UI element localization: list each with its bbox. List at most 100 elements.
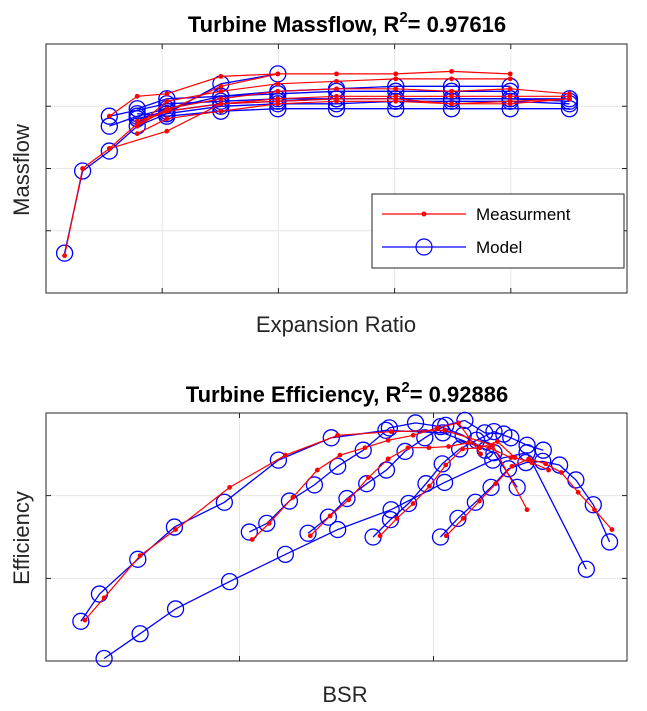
efficiency-model-point-10-2 xyxy=(166,600,185,618)
efficiency-model-point-8-4 xyxy=(433,455,451,473)
efficiency-model-point-8-2 xyxy=(399,494,418,513)
efficiency-measurement-point-3-9 xyxy=(529,460,535,465)
efficiency-measurement-point-4-3 xyxy=(493,481,499,487)
massflow-measurement-point-0-0 xyxy=(62,253,67,259)
efficiency-series xyxy=(72,411,619,668)
efficiency-measurement-point-0-6 xyxy=(335,432,341,438)
efficiency-measurement-point-1-3 xyxy=(314,467,320,473)
efficiency-measurement-point-3-4 xyxy=(443,462,449,468)
massflow-measurement-point-4-0 xyxy=(134,118,140,124)
efficiency-measurement-point-3-7 xyxy=(495,439,500,444)
massflow-measurement-point-3-7 xyxy=(507,86,513,92)
efficiency-measurement-point-2-6 xyxy=(426,445,432,451)
massflow-measurement-point-3-5 xyxy=(393,86,399,92)
efficiency-model-point-6-3 xyxy=(305,476,324,494)
massflow-measurement-point-6-5 xyxy=(393,98,399,104)
massflow-measurement-point-3-0 xyxy=(134,123,140,129)
efficiency-measurement-point-1-9 xyxy=(456,420,461,426)
efficiency-measurement-point-4-8 xyxy=(575,489,581,495)
massflow-measurement-point-2-5 xyxy=(393,76,399,82)
efficiency-axes-frame xyxy=(45,412,628,662)
efficiency-measurement-point-2-5 xyxy=(405,445,411,451)
massflow-measurement-point-2-3 xyxy=(275,81,281,87)
efficiency-model-point-5-5 xyxy=(269,451,288,469)
efficiency-model-point-9-3 xyxy=(482,478,500,497)
massflow-measurement-point-6-3 xyxy=(275,101,281,107)
efficiency-xlabel: BSR xyxy=(322,682,367,707)
efficiency-measurement-point-2-2 xyxy=(346,497,352,503)
efficiency-grid xyxy=(46,413,627,661)
massflow-chart: Turbine Massflow, R2= 0.97616 Expansion … xyxy=(9,9,628,337)
massflow-model-line-13 xyxy=(137,108,570,117)
legend-measurment-marker xyxy=(421,211,427,217)
efficiency-model-point-7-3 xyxy=(358,475,376,493)
efficiency-model-point-7-8 xyxy=(456,411,474,430)
legend-measurment-label: Measurment xyxy=(476,205,571,224)
efficiency-model-point-9-2 xyxy=(466,493,485,511)
efficiency-model-point-10-3 xyxy=(220,572,239,591)
efficiency-model-point-5-3 xyxy=(165,518,184,536)
efficiency-model-point-6-2 xyxy=(280,492,299,510)
efficiency-ylabel: Efficiency xyxy=(9,491,34,585)
massflow-title-main: Turbine Massflow, R xyxy=(188,12,400,37)
efficiency-model-point-9-6 xyxy=(534,452,552,471)
massflow-measurement-point-2-1 xyxy=(164,98,170,104)
massflow-title-tail: = 0.97616 xyxy=(408,12,506,37)
massflow-model-point-13-6 xyxy=(442,100,461,118)
efficiency-measurement-point-0-3 xyxy=(173,527,178,532)
massflow-measurement-point-5-2 xyxy=(218,101,224,107)
massflow-measurement-point-1-1 xyxy=(134,93,140,99)
massflow-measurement-point-2-7 xyxy=(507,76,513,82)
massflow-measurement-point-1-8 xyxy=(507,71,513,77)
efficiency-model-point-6-4 xyxy=(329,457,347,475)
efficiency-measurement-point-1-2 xyxy=(290,494,296,500)
efficiency-measurement-point-3-3 xyxy=(427,483,432,489)
efficiency-model-point-5-2 xyxy=(129,550,147,568)
massflow-ylabel: Massflow xyxy=(9,124,34,216)
massflow-xlabel: Expansion Ratio xyxy=(256,312,416,337)
efficiency-measurement-point-2-0 xyxy=(307,533,313,539)
massflow-measurement-point-4-1 xyxy=(164,108,170,114)
efficiency-measurement-point-0-1 xyxy=(101,595,107,601)
efficiency-measurement-point-2-3 xyxy=(366,475,371,480)
efficiency-measurement-point-4-6 xyxy=(543,461,549,467)
efficiency-model-point-10-4 xyxy=(276,545,295,564)
efficiency-measurement-point-0-2 xyxy=(137,553,143,558)
efficiency-measurement-point-3-6 xyxy=(477,445,483,451)
massflow-model-point-7-2 xyxy=(100,142,118,160)
efficiency-measurement-point-0-8 xyxy=(442,427,447,433)
massflow-measurement-point-4-6 xyxy=(449,93,454,99)
efficiency-model-line-9 xyxy=(440,460,611,543)
massflow-measurement-point-4-7 xyxy=(507,93,513,99)
efficiency-measurement-point-4-10 xyxy=(609,527,615,532)
efficiency-measurement-point-1-5 xyxy=(362,445,368,451)
massflow-measurement-point-0-5 xyxy=(218,83,224,89)
efficiency-model-point-6-0 xyxy=(240,523,259,541)
massflow-model-point-12-0 xyxy=(100,107,118,125)
massflow-measurement-point-5-0 xyxy=(106,146,112,151)
efficiency-model-point-5-6 xyxy=(322,429,340,447)
efficiency-model-point-8-8 xyxy=(502,429,520,447)
efficiency-title: Turbine Efficiency, R2= 0.92886 xyxy=(186,379,508,407)
efficiency-measurement-point-4-4 xyxy=(509,463,515,469)
massflow-measurement-point-6-4 xyxy=(334,98,339,104)
efficiency-model-line-10 xyxy=(103,451,587,660)
efficiency-measurement-point-0-7 xyxy=(388,429,394,434)
massflow-measurement-line-2 xyxy=(136,78,511,127)
efficiency-model-line-5 xyxy=(80,429,518,622)
efficiency-model-point-6-1 xyxy=(258,514,276,533)
massflow-legend: Measurment Model xyxy=(371,193,625,269)
massflow-measurement-point-3-3 xyxy=(275,88,281,94)
efficiency-measurement-point-4-9 xyxy=(592,507,597,513)
efficiency-model-point-9-4 xyxy=(499,460,518,478)
efficiency-model-point-5-7 xyxy=(377,421,395,440)
massflow-measurement-point-5-1 xyxy=(164,128,170,134)
efficiency-model-point-5-10 xyxy=(508,478,526,497)
massflow-measurement-point-0-1 xyxy=(80,166,86,171)
efficiency-measurement-point-4-0 xyxy=(443,533,449,539)
efficiency-model-point-10-1 xyxy=(131,625,149,643)
legend-model-marker xyxy=(415,238,433,256)
massflow-measurement-point-6-8 xyxy=(567,96,572,102)
efficiency-model-point-9-10 xyxy=(600,533,619,551)
